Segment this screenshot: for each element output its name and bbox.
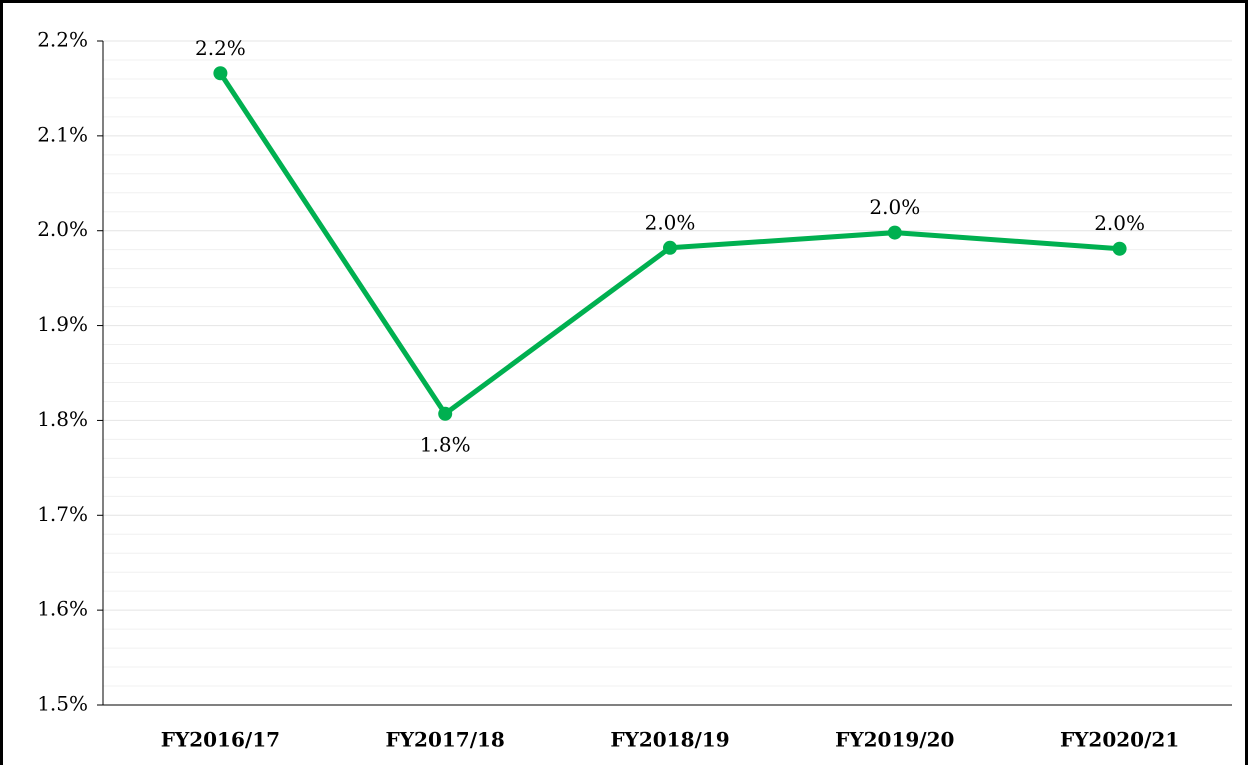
y-tick-label: 1.8% <box>37 407 88 431</box>
data-label: 2.2% <box>195 36 246 60</box>
point <box>887 225 902 240</box>
y-tick-label: 1.5% <box>37 692 88 716</box>
data-label: 2.0% <box>1094 211 1145 235</box>
y-tick-label: 2.2% <box>37 28 88 52</box>
point <box>213 66 228 81</box>
data-label: 1.8% <box>420 432 471 456</box>
point <box>438 406 453 421</box>
x-tick-label: FY2020/21 <box>1060 728 1179 752</box>
x-tick-label: FY2019/20 <box>835 728 954 752</box>
point <box>663 240 677 255</box>
y-tick-label: 2.0% <box>37 217 88 241</box>
y-tick-label: 1.9% <box>37 312 88 336</box>
x-tick-label: FY2018/19 <box>610 728 729 752</box>
y-tick-label: 1.7% <box>37 502 88 526</box>
data-label: 2.0% <box>869 195 920 219</box>
point <box>1112 241 1127 256</box>
y-tick-label: 1.6% <box>37 597 88 621</box>
y-tick-label: 2.1% <box>37 122 88 146</box>
x-tick-label: FY2016/17 <box>161 728 280 752</box>
x-tick-label: FY2017/18 <box>386 728 505 752</box>
data-label: 2.0% <box>645 210 696 234</box>
